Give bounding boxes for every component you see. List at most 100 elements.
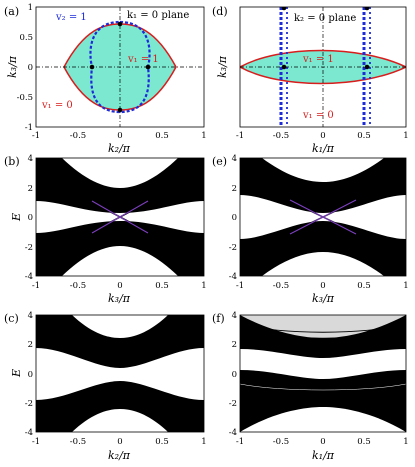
yticks-c: 4 2 0 -2 -4 <box>25 311 33 438</box>
frame-a <box>35 6 205 128</box>
ytick: -2 <box>229 243 237 253</box>
xtick: -1 <box>32 131 40 141</box>
panel-e: (e) k₃/π -1 -0.5 0 0.5 1 4 2 0 -2 -4 <box>212 154 409 305</box>
yticks-a: 1 0.5 0 -0.5 -1 <box>17 3 33 133</box>
frame-c <box>35 314 205 433</box>
xtick: 1 <box>201 281 206 291</box>
ytick: 0.5 <box>19 33 33 43</box>
node-dot <box>117 107 123 113</box>
panel-label-b: (b) <box>4 155 20 168</box>
frame-f <box>239 314 407 433</box>
xtick: 0 <box>117 131 122 141</box>
gap-lower-b <box>62 246 178 276</box>
node-dot <box>117 21 123 27</box>
xlabel-c: k₂/π <box>108 449 131 462</box>
xlabel-d: k₁/π <box>312 142 335 155</box>
xtick: 1 <box>201 437 206 447</box>
xtick: -1 <box>236 437 244 447</box>
panel-f: (f) k₁/π -1 -0.5 0 0.5 1 4 2 0 -2 -4 <box>212 311 409 462</box>
ylabel-d: k₃/π <box>216 55 229 78</box>
gap-upper-c <box>72 315 168 338</box>
xlabel-e: k₃/π <box>312 292 335 305</box>
panel-label-e: (e) <box>212 155 227 168</box>
xtick: 0.5 <box>357 437 371 447</box>
ytick: -4 <box>25 272 33 282</box>
v1-inside-d: v₁ = 1 <box>302 54 334 65</box>
xtick: 0 <box>117 281 122 291</box>
ytick: 0 <box>232 370 237 380</box>
xtick: 0.5 <box>155 131 169 141</box>
gap-lower-c <box>72 409 168 432</box>
ytick: 2 <box>28 340 33 350</box>
panel-b: (b) k₃/π E -1 -0.5 0 0.5 1 4 2 0 -2 -4 <box>4 154 207 305</box>
ytick: -1 <box>25 123 33 133</box>
xtick: -0.5 <box>273 131 289 141</box>
xtick: -1 <box>32 281 40 291</box>
xtick: -0.5 <box>273 437 289 447</box>
panel-c: (c) k₂/π E -1 -0.5 0 0.5 1 4 2 0 -2 -4 <box>4 311 207 462</box>
xtick: -0.5 <box>273 281 289 291</box>
node-dot <box>364 7 370 11</box>
xticks-d: -1 -0.5 0 0.5 1 <box>236 131 409 141</box>
xtick: 0 <box>320 437 325 447</box>
xlabel-b: k₃/π <box>108 292 131 305</box>
ylabel-b: E <box>10 213 23 222</box>
xticks-c: -1 -0.5 0 0.5 1 <box>32 437 207 447</box>
gap-c <box>36 348 204 400</box>
xticks-b: -1 -0.5 0 0.5 1 <box>32 281 207 291</box>
ytick: 4 <box>28 311 33 321</box>
xtick: 0.5 <box>357 131 371 141</box>
ytick: 2 <box>232 184 237 194</box>
xtick: 0 <box>320 131 325 141</box>
node-dot <box>281 64 287 70</box>
v2-boundary-a <box>89 20 151 114</box>
gap-top-f <box>240 315 406 338</box>
ytick: -4 <box>25 428 33 438</box>
ytick: -2 <box>229 399 237 409</box>
xtick: -1 <box>236 281 244 291</box>
xticks-a: -1 -0.5 0 0.5 1 <box>32 131 207 141</box>
yticks-b: 4 2 0 -2 -4 <box>25 154 33 282</box>
gap-upper-b <box>62 158 178 188</box>
gap-bottom-f <box>240 407 406 432</box>
ytick: 4 <box>232 311 237 321</box>
xtick: 0.5 <box>357 281 371 291</box>
edge-state-b <box>91 200 149 234</box>
plane-label-a: k₁ = 0 plane <box>127 10 189 21</box>
frame-d <box>239 6 407 128</box>
node-dot <box>364 64 370 70</box>
edge-state-e <box>289 199 357 235</box>
xtick: 0.5 <box>155 437 169 447</box>
gap-upper-e <box>262 158 384 182</box>
v2-label-a: v₂ = 1 <box>55 12 87 23</box>
ytick: 1 <box>28 3 33 13</box>
yticks-f: 4 2 0 -2 -4 <box>229 311 237 438</box>
gap-lower-e <box>262 252 384 276</box>
node-dot <box>145 64 151 70</box>
ytick: 4 <box>28 154 33 164</box>
ytick: -4 <box>229 272 237 282</box>
ytick: -2 <box>25 399 33 409</box>
xlabel-a: k₂/π <box>108 142 131 155</box>
panel-label-a: (a) <box>4 5 19 18</box>
frame-e <box>239 157 407 277</box>
xlabel-f: k₁/π <box>312 449 335 462</box>
panel-label-d: (d) <box>212 5 228 18</box>
xtick: -1 <box>236 131 244 141</box>
panel-a: (a) k₁ = 0 plane v₂ = 1 v₁ = 1 v₁ = 0 k₂… <box>4 3 207 155</box>
frame-b <box>35 157 205 277</box>
xtick: -1 <box>32 437 40 447</box>
ytick: -2 <box>25 243 33 253</box>
v1-outside-d: v₁ = 0 <box>302 110 334 121</box>
panel-label-f: (f) <box>212 312 225 325</box>
panel-d: (d) k₂ = 0 plane v₁ = 1 v₁ = 0 k₁/π k₃/π… <box>212 5 409 155</box>
ylabel-c: E <box>10 369 23 378</box>
xtick: 1 <box>201 131 206 141</box>
v1-outside-a: v₁ = 0 <box>41 100 73 111</box>
xtick: 1 <box>403 131 408 141</box>
ytick: 2 <box>232 340 237 350</box>
ytick: 0 <box>28 63 33 73</box>
xtick: 0.5 <box>155 281 169 291</box>
ylabel-a: k₃/π <box>6 55 19 78</box>
